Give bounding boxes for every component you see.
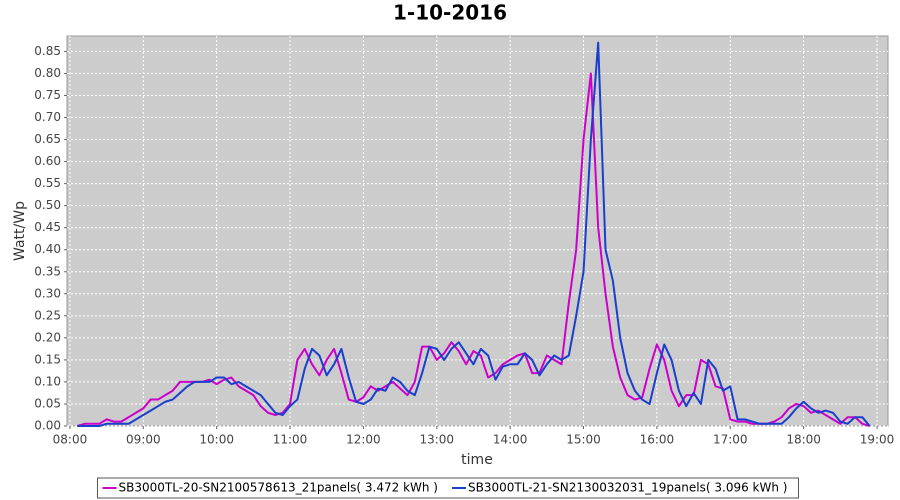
x-tick-label: 13:00 [419,433,454,447]
y-tick-label: 0.45 [34,220,61,234]
y-tick-label: 0.65 [34,132,61,146]
y-tick-label: 0.85 [34,44,61,58]
legend: SB3000TL-20-SN2100578613_21panels( 3.472… [97,477,799,499]
x-tick-label: 14:00 [493,433,528,447]
y-tick-label: 0.30 [34,286,61,300]
x-tick-label: 10:00 [199,433,234,447]
y-tick-label: 0.15 [34,352,61,366]
x-tick-label: 15:00 [566,433,601,447]
series-line [76,72,870,427]
y-tick-label: 0.80 [34,66,61,80]
y-axis-label: Watt/Wp [12,201,28,261]
x-tick-label: 18:00 [786,433,821,447]
x-tick-label: 19:00 [860,433,895,447]
y-tick-label: 0.05 [34,396,61,410]
y-tick-label: 0.40 [34,242,61,256]
y-tick-label: 0.35 [34,264,61,278]
y-tick-label: 0.70 [34,110,61,124]
series-line [77,41,871,427]
y-tick-label: 0.10 [34,374,61,388]
y-tick-label: 0.50 [34,198,61,212]
chart-title: 1-10-2016 [393,1,507,25]
x-tick-label: 11:00 [273,433,308,447]
legend-label: SB3000TL-20-SN2100578613_21panels( 3.472… [119,481,438,495]
y-tick-label: 0.60 [34,154,61,168]
legend-box [97,477,799,499]
x-axis-label: time [461,452,493,468]
y-tick-label: 0.55 [34,176,61,190]
grid: 0.00 0.05 0.10 0.15 0.20 0.25 0.30 0.35 0.40 0.45… [34,36,894,447]
plot-area [66,35,889,427]
x-tick-label: 09:00 [126,433,161,447]
x-tick-label: 08:00 [53,433,88,447]
y-tick-label: 0.20 [34,330,61,344]
y-tick-label: 0.00 [34,419,61,433]
lines [76,41,871,427]
legend-label: SB3000TL-21-SN2130032031_19panels( 3.096… [468,481,787,495]
x-tick-label: 12:00 [346,433,381,447]
y-tick-label: 0.25 [34,308,61,322]
y-tick-label: 0.75 [34,88,61,102]
x-tick-label: 17:00 [713,433,748,447]
x-tick-label: 16:00 [640,433,675,447]
